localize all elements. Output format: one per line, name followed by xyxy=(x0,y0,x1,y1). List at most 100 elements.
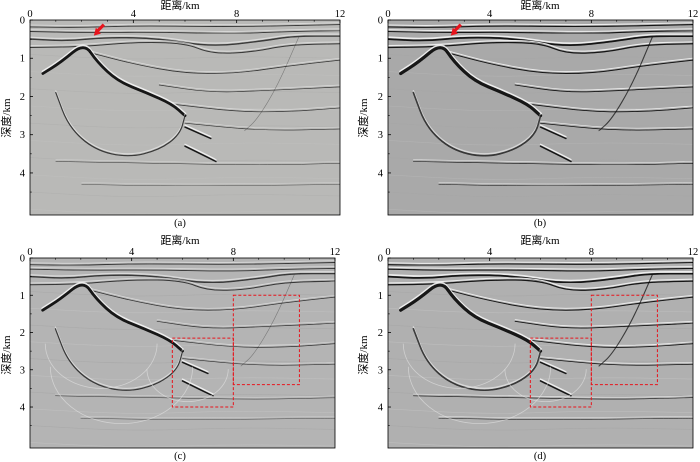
horizon-2-dark xyxy=(388,267,693,272)
texture-line xyxy=(388,71,693,77)
y-tick-label: 2 xyxy=(20,328,25,339)
horizon-3-light xyxy=(388,271,693,282)
panel-d-y-axis-title: 深度/km xyxy=(356,335,370,375)
horizon-9-dark xyxy=(55,395,335,400)
horizon-3-light xyxy=(30,271,335,282)
texture-line xyxy=(388,174,693,180)
y-tick-label: 1 xyxy=(378,54,383,65)
horizon-2-dark xyxy=(30,267,335,272)
y-tick-label: 2 xyxy=(378,328,383,339)
panel-a-y-axis-title: 深度/km xyxy=(0,98,13,138)
noise-arc-1 xyxy=(44,343,158,389)
horizon-1-light xyxy=(30,260,335,264)
panel-b-caption: (b) xyxy=(534,218,547,229)
subsalt-reflector-2-light xyxy=(539,378,572,395)
noise-arc-1 xyxy=(402,343,516,389)
x-tick-label: 4 xyxy=(131,9,137,20)
horizon-3-light xyxy=(388,33,693,44)
texture-line xyxy=(30,209,340,215)
y-tick-label: 0 xyxy=(20,16,25,27)
x-tick-label: 4 xyxy=(487,247,493,258)
texture-line xyxy=(388,425,693,431)
horizon-10-light xyxy=(438,182,693,185)
x-tick-label: 0 xyxy=(385,247,390,258)
y-tick-label: 3 xyxy=(378,130,383,141)
subsalt-reflector-2-light xyxy=(181,378,214,395)
noise-arc-3 xyxy=(146,369,229,402)
y-tick-label: 0 xyxy=(20,254,25,265)
horizon-8-light xyxy=(540,120,693,129)
panel-c-x-axis-title: 距离/km xyxy=(160,233,200,247)
panel-c-y-axis-title: 深度/km xyxy=(0,335,13,375)
subsalt-reflector-1-light xyxy=(181,359,209,373)
horizon-5-dark xyxy=(88,289,335,311)
fault-line xyxy=(240,274,295,367)
horizon-6-light xyxy=(158,82,340,91)
horizon-8-light xyxy=(184,121,340,129)
x-tick-label: 12 xyxy=(688,247,699,258)
horizon-4-light xyxy=(30,40,340,52)
horizon-2-dark xyxy=(388,30,693,34)
texture-line xyxy=(30,71,340,77)
horizon-6-light xyxy=(514,82,693,91)
x-tick-label: 0 xyxy=(27,9,32,20)
panel-c-reflectors xyxy=(30,260,335,448)
horizon-1-dark xyxy=(388,24,693,28)
horizon-7-dark xyxy=(171,103,340,113)
y-tick-label: 4 xyxy=(20,168,26,179)
x-tick-label: 8 xyxy=(234,9,239,20)
horizon-9-light xyxy=(55,393,335,398)
panel-a-x-axis-title: 距离/km xyxy=(160,0,200,12)
horizon-4-dark xyxy=(30,42,340,54)
panel-a-caption: (a) xyxy=(174,218,186,229)
texture-line xyxy=(388,209,693,215)
noise-arc-3 xyxy=(504,369,587,402)
subsalt-reflector-2-light xyxy=(184,143,217,161)
horizon-5-dark xyxy=(89,52,340,74)
salt-base-dark xyxy=(412,91,542,157)
y-tick-label: 0 xyxy=(378,16,383,27)
horizon-6-dark xyxy=(514,84,693,93)
horizon-7-dark xyxy=(527,339,693,348)
horizon-3-light xyxy=(30,33,340,44)
horizon-2-light xyxy=(30,28,340,32)
horizon-10-dark xyxy=(438,417,693,420)
y-tick-label: 3 xyxy=(378,365,383,376)
noise-arc-2 xyxy=(49,366,194,425)
highlight-box-subsalt xyxy=(529,337,592,408)
subsalt-reflector-2-dark xyxy=(539,145,572,163)
horizon-9-dark xyxy=(413,395,693,400)
horizon-4-dark xyxy=(30,279,335,291)
horizon-5-light xyxy=(89,50,340,72)
subsalt-reflector-1-light xyxy=(184,124,212,138)
horizon-1-dark xyxy=(30,24,340,28)
horizon-2-light xyxy=(388,28,693,32)
texture-line xyxy=(30,425,335,431)
horizon-8-dark xyxy=(540,358,693,366)
horizon-1-light xyxy=(30,22,340,26)
horizon-4-dark xyxy=(388,41,693,54)
y-tick-label: 4 xyxy=(378,403,384,414)
x-tick-label: 8 xyxy=(231,247,236,258)
red-arrow-shaft xyxy=(453,23,462,32)
horizon-1-dark xyxy=(388,261,693,266)
fault-line xyxy=(598,274,653,367)
panel-d-x-axis-title: 距离/km xyxy=(520,233,560,247)
red-arrow-head xyxy=(450,27,458,36)
horizon-4-dark xyxy=(388,279,693,291)
x-tick-label: 12 xyxy=(688,9,699,20)
horizon-4-light xyxy=(388,40,693,52)
salt-base-dark xyxy=(55,92,186,157)
subsalt-reflector-1-dark xyxy=(181,361,209,375)
horizon-9-light xyxy=(55,159,340,164)
horizon-5-dark xyxy=(446,52,693,75)
horizon-7-light xyxy=(171,101,340,111)
horizon-10-light xyxy=(80,416,335,418)
horizon-7-dark xyxy=(169,339,335,348)
horizon-2-light xyxy=(388,266,693,270)
horizon-9-dark xyxy=(413,161,693,166)
